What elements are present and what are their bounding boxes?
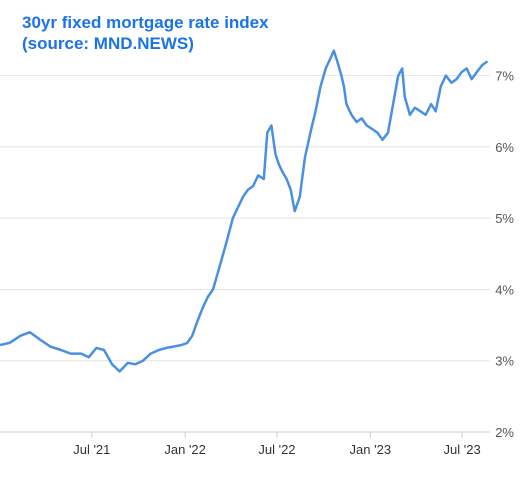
y-tick-label: 3% [495, 354, 514, 369]
x-tick-label: Jul '22 [258, 442, 295, 457]
y-tick-label: 5% [495, 211, 514, 226]
y-tick-label: 6% [495, 140, 514, 155]
chart-title-line-1: 30yr fixed mortgage rate index [22, 13, 269, 32]
y-tick-label: 7% [495, 69, 514, 84]
y-tick-label: 2% [495, 425, 514, 440]
x-tick-label: Jul '21 [73, 442, 110, 457]
x-tick-label: Jul '23 [444, 442, 481, 457]
chart-title: 30yr fixed mortgage rate index (source: … [22, 12, 269, 54]
x-tick-label: Jan '23 [350, 442, 392, 457]
series-group [0, 49, 489, 373]
y-tick-label: 4% [495, 282, 514, 297]
y-axis-ticks: 2% 3% 4% 5% 6% 7% [495, 69, 514, 440]
x-axis-ticks: Jul '21 Jan '22 Jul '22 Jan '23 Jul '23 [73, 432, 481, 457]
x-tick-label: Jan '22 [164, 442, 206, 457]
chart-title-line-2: (source: MND.NEWS) [22, 34, 194, 53]
series-line [0, 49, 489, 373]
grid-lines [0, 75, 490, 433]
